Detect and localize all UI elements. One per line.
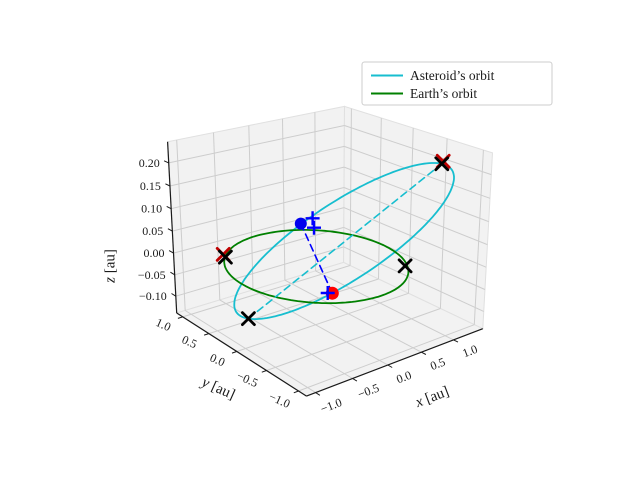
y-tick-label: 0.5 [180, 332, 199, 351]
gridline-z-right [343, 207, 487, 268]
gridline-z-right [343, 226, 486, 290]
gridline-x-wall [314, 112, 317, 271]
y-tick-label: 1.0 [154, 315, 173, 334]
y-axis-title: y [au] [197, 374, 237, 403]
y-tick [203, 333, 209, 336]
gridline-z-right [344, 125, 492, 176]
z-tick [171, 293, 177, 297]
x-tick [315, 392, 321, 396]
x-tick [453, 339, 459, 343]
gridline-z-right [343, 187, 488, 246]
gridline-z-left [173, 207, 345, 254]
x-tick-label: 0.5 [428, 355, 447, 373]
z-tick-label: 0.10 [141, 202, 162, 216]
gridline-z-left [174, 226, 344, 276]
earth-apsis-left-x [217, 249, 233, 265]
y-tick [231, 351, 237, 354]
x-axis-title: x [au] [412, 384, 451, 412]
y-tick-label: −1.0 [267, 389, 293, 411]
z-axis-title: z [au] [102, 249, 118, 284]
z-tick [165, 183, 171, 187]
gridline-z-left [170, 166, 345, 210]
x-tick-label: −1.0 [318, 395, 343, 416]
asteroid-apsidal-line-path [247, 163, 443, 320]
earth-asteroid-distance-line-path [300, 222, 334, 294]
y-tick-label: 0.0 [208, 350, 227, 369]
gridline-x-wall [213, 132, 221, 300]
z-tick-label: 0.00 [144, 246, 165, 260]
asteroid-perihelion-x [240, 311, 256, 327]
x-tick-label: 0.0 [394, 368, 413, 386]
legend: Asteroid’s orbit Earth’s orbit [361, 61, 553, 106]
z-tick-label: −0.05 [138, 268, 166, 282]
earth-position-dot [294, 217, 307, 230]
x-tick [421, 351, 427, 355]
x-axis-line [306, 328, 484, 397]
z-tick [166, 205, 172, 210]
y-tick [261, 370, 267, 373]
y-axis-line [176, 312, 307, 397]
asteroid-aphelion-x [434, 156, 450, 172]
marker-group [215, 153, 451, 327]
gridline-z-left [168, 125, 345, 164]
z-axis-line [167, 141, 178, 314]
gridline-y-wall [349, 108, 352, 266]
y-tick-label: −0.5 [235, 368, 261, 390]
gridline-y-floor [266, 308, 441, 371]
gridline-x-floor [315, 270, 454, 341]
gridline-x-wall [176, 139, 186, 311]
gridline-z-left [169, 145, 345, 187]
gridline-x-floor [284, 279, 422, 353]
x-tick [387, 364, 393, 368]
gridline-y-wall [473, 149, 484, 325]
grid-group [168, 108, 492, 394]
z-tick [170, 271, 175, 276]
gridline-y-floor [182, 265, 351, 318]
gridline-x-wall [282, 118, 286, 281]
x-tick-label: 1.0 [460, 342, 479, 360]
x-tick-label: −0.5 [356, 381, 381, 402]
legend-box [361, 61, 553, 106]
z-tick-label: 0.15 [140, 179, 161, 193]
close-approach-plus-3 [320, 286, 335, 300]
x-tick [352, 378, 358, 382]
y-tick [293, 390, 299, 394]
z-tick-label: 0.20 [139, 156, 160, 170]
gridline-x-wall [248, 125, 254, 290]
y-tick [177, 316, 183, 319]
z-tick [168, 250, 174, 254]
legend-label: Asteroid’s orbit [410, 68, 495, 83]
gridline-x-floor [252, 289, 389, 366]
axis-lines [167, 141, 484, 397]
gridline-z-left [172, 187, 345, 232]
gridline-x-floor [184, 310, 316, 394]
gridline-z-right [344, 145, 491, 199]
gridline-y-wall [408, 127, 414, 294]
close-approach-plus-1 [305, 211, 320, 226]
gridline-z-right [343, 246, 484, 312]
gridline-y-floor [208, 278, 379, 335]
z-tick [167, 228, 173, 232]
z-tick-label: 0.05 [142, 224, 163, 238]
close-approach-plus-2 [307, 220, 321, 235]
gridline-y-wall [378, 117, 382, 280]
z-tick-label: −0.10 [139, 289, 167, 303]
gridline-y-floor [298, 324, 475, 392]
earth-orbit-path [223, 229, 410, 305]
earth-apsis-right-x [397, 258, 413, 274]
gridline-z-right [343, 166, 489, 223]
legend-label: Earth’s orbit [410, 86, 477, 101]
z-tick [163, 160, 169, 164]
gridline-y-floor [236, 292, 409, 352]
